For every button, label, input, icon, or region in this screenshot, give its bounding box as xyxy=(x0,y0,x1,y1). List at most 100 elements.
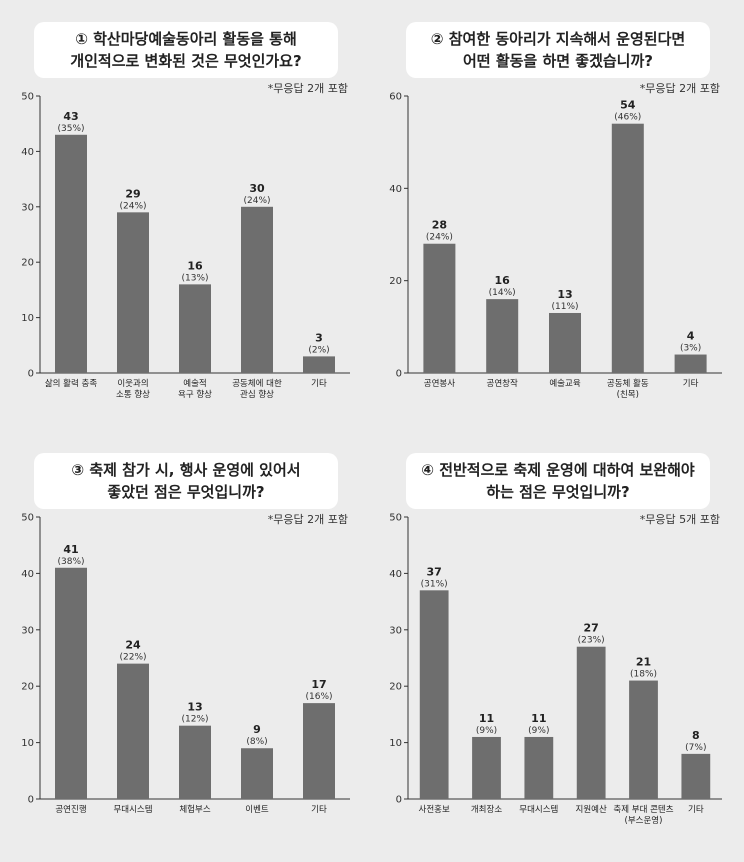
y-tick-label: 0 xyxy=(396,369,402,380)
data-label-percent: (13%) xyxy=(181,273,208,283)
bar xyxy=(611,123,644,373)
data-label-percent: (46%) xyxy=(614,113,641,123)
bar xyxy=(549,312,581,373)
y-tick-label: 20 xyxy=(21,258,34,269)
x-category-label: 지원예산 xyxy=(576,804,607,815)
y-tick-label: 50 xyxy=(389,513,402,524)
y-tick-label: 0 xyxy=(28,795,34,806)
data-label-percent: (24%) xyxy=(426,233,453,243)
data-label-value: 3 xyxy=(315,331,323,344)
bar xyxy=(55,567,87,799)
x-category-label: 사전홍보 xyxy=(419,804,450,815)
chart-title-line: 어떤 활동을 하면 좋겠습니까? xyxy=(463,52,653,70)
bar xyxy=(117,212,149,373)
x-category-label: 기타 xyxy=(688,805,704,815)
y-tick-label: 0 xyxy=(28,369,34,380)
x-category-label: 기타 xyxy=(311,379,327,389)
chart-panel-2: ② 참여한 동아리가 지속해서 운영된다면 어떤 활동을 하면 좋겠습니까? *… xyxy=(372,0,744,431)
no-response-note: *무응답 2개 포함 xyxy=(639,82,720,95)
y-tick-label: 30 xyxy=(21,625,34,636)
data-label-percent: (18%) xyxy=(630,670,657,680)
data-label-percent: (7%) xyxy=(685,743,706,753)
x-category-label: 기타 xyxy=(683,379,699,389)
y-tick-label: 50 xyxy=(21,513,34,524)
x-category-label: (부스운영) xyxy=(625,815,663,826)
chart-panel-4: ④ 전반적으로 축제 운영에 대하여 보완해야 하는 점은 무엇입니까? *무응… xyxy=(372,431,744,862)
data-label-percent: (31%) xyxy=(421,579,448,589)
x-category-label: 공동체에 대한 xyxy=(232,378,282,389)
data-label-value: 24 xyxy=(125,639,141,652)
y-tick-label: 40 xyxy=(389,569,402,580)
data-label-percent: (11%) xyxy=(551,302,578,312)
x-category-label: 욕구 향상 xyxy=(178,389,212,400)
x-category-label: 삶의 활력 충족 xyxy=(45,378,98,389)
data-label-percent: (23%) xyxy=(578,636,605,646)
x-category-label: 공연봉사 xyxy=(424,379,455,389)
data-label-percent: (8%) xyxy=(246,737,267,747)
data-label-value: 27 xyxy=(584,622,599,635)
data-label-value: 30 xyxy=(249,182,265,195)
bar-chart: 0102030405037(31%)사전홍보11(9%)개최장소11(9%)무대… xyxy=(389,513,722,826)
y-tick-label: 20 xyxy=(21,682,34,693)
data-label-value: 21 xyxy=(636,656,651,669)
x-category-label: 무대시스템 xyxy=(113,804,152,815)
y-tick-label: 40 xyxy=(21,569,34,580)
y-tick-label: 50 xyxy=(21,92,34,103)
bar-chart: 0 10 20 30 40 50 41(38%) 공연진행 24(22%) 무대시스템 13(12%… xyxy=(21,513,350,815)
data-label-percent: (24%) xyxy=(119,201,146,211)
chart-panel-3: ③ 축제 참가 시, 행사 운영에 있어서 좋았던 점은 무엇입니까? *무응답… xyxy=(0,431,372,862)
data-label-percent: (9%) xyxy=(528,726,549,736)
y-tick-label: 40 xyxy=(389,184,402,195)
y-tick-label: 40 xyxy=(21,147,34,158)
x-category-label: 체험부스 xyxy=(179,804,210,815)
bar xyxy=(576,646,606,799)
bar xyxy=(486,299,519,373)
data-label-value: 28 xyxy=(432,219,447,232)
y-tick-label: 30 xyxy=(389,625,402,636)
bar xyxy=(472,736,501,799)
x-category-label: 예술교육 xyxy=(549,378,580,389)
x-category-label: 축제 부대 콘텐츠 xyxy=(613,804,673,815)
x-category-label: 무대시스템 xyxy=(519,804,558,815)
y-tick-label: 20 xyxy=(389,682,402,693)
y-tick-label: 0 xyxy=(396,795,402,806)
y-tick-label: 30 xyxy=(21,202,34,213)
bar xyxy=(674,354,707,373)
no-response-note: *무응답 2개 포함 xyxy=(267,82,348,95)
data-label-value: 13 xyxy=(187,701,202,714)
data-label-value: 11 xyxy=(531,712,546,725)
data-label-value: 4 xyxy=(687,330,695,343)
no-response-note: *무응답 2개 포함 xyxy=(267,513,348,526)
data-label-value: 43 xyxy=(63,110,78,123)
data-label-value: 13 xyxy=(557,288,572,301)
data-label-percent: (22%) xyxy=(119,653,146,663)
bar xyxy=(241,206,273,373)
y-tick-label: 60 xyxy=(389,92,402,103)
chart-title-line: 하는 점은 무엇입니까? xyxy=(486,483,630,501)
bar xyxy=(303,703,335,799)
bar-chart: 0 20 40 60 28(24%) 공연봉사 16(14%) 공연창작 13(11%) 예술교육… xyxy=(389,92,722,400)
bar xyxy=(419,590,449,799)
data-label-value: 8 xyxy=(692,729,700,742)
x-category-label: 개최장소 xyxy=(471,804,502,815)
x-category-label: 공연창작 xyxy=(487,378,518,389)
chart-title-line: ④ 전반적으로 축제 운영에 대하여 보완해야 xyxy=(421,461,695,479)
bar xyxy=(681,753,711,799)
y-tick-label: 10 xyxy=(21,313,34,324)
data-label-value: 37 xyxy=(427,565,442,578)
y-tick-label: 10 xyxy=(389,738,402,749)
data-label-percent: (16%) xyxy=(305,692,332,702)
x-category-label: 공연진행 xyxy=(55,804,86,815)
bar xyxy=(423,243,456,373)
chart-title-line: 좋았던 점은 무엇입니까? xyxy=(107,483,265,501)
x-category-label: 예술적 xyxy=(183,378,206,389)
data-label-percent: (35%) xyxy=(57,124,84,134)
bar xyxy=(241,748,273,799)
data-label-percent: (12%) xyxy=(181,715,208,725)
x-category-label: 공동체 활동 xyxy=(607,378,649,389)
data-label-value: 16 xyxy=(495,274,511,287)
data-label-value: 11 xyxy=(479,712,494,725)
y-tick-label: 20 xyxy=(389,276,402,287)
chart-title-box: ④ 전반적으로 축제 운영에 대하여 보완해야 하는 점은 무엇입니까? xyxy=(406,453,710,509)
